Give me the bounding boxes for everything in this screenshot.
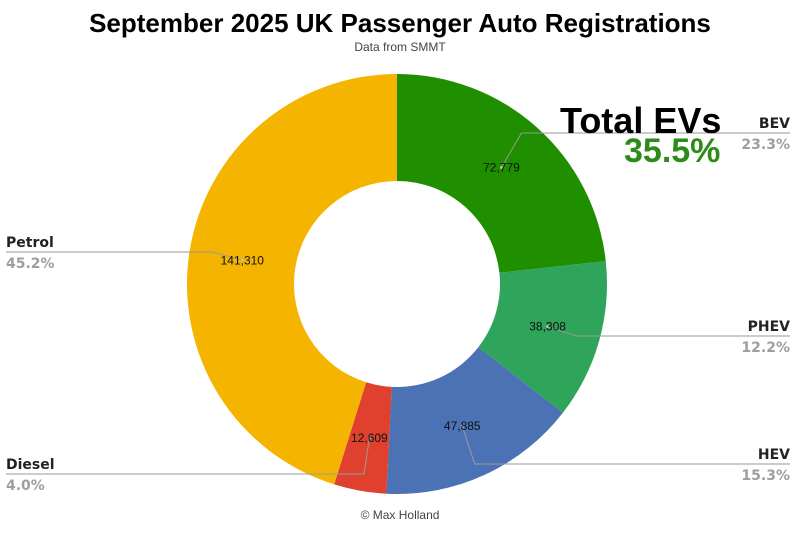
category-label-bev: BEV bbox=[759, 116, 790, 132]
leader-lines bbox=[6, 132, 790, 475]
leader-dot-hev bbox=[460, 424, 464, 428]
category-label-diesel: Diesel bbox=[6, 457, 55, 473]
value-label-petrol: 141,310 bbox=[221, 253, 265, 267]
leader-dot-petrol bbox=[240, 258, 244, 262]
percent-label-phev: 12.2% bbox=[741, 340, 790, 356]
percent-label-bev: 23.3% bbox=[741, 137, 790, 153]
value-label-hev: 47,885 bbox=[444, 419, 481, 433]
category-label-hev: HEV bbox=[758, 447, 790, 463]
total-evs-callout-value: 35.5% bbox=[624, 132, 721, 170]
leader-dot-phev bbox=[546, 325, 550, 329]
slice-phev bbox=[478, 261, 608, 413]
slice-diesel bbox=[334, 382, 392, 494]
leader-line-phev bbox=[547, 326, 790, 337]
category-label-petrol: Petrol bbox=[6, 235, 54, 251]
slice-hev bbox=[386, 347, 563, 495]
leader-line-diesel bbox=[6, 437, 370, 475]
leader-line-hev bbox=[461, 426, 790, 465]
chart-subtitle: Data from SMMT bbox=[354, 40, 446, 54]
slice-petrol bbox=[186, 74, 397, 485]
percent-label-hev: 15.3% bbox=[741, 468, 790, 484]
total-evs-callout-title: Total EVs bbox=[560, 100, 722, 141]
value-label-diesel: 12,609 bbox=[351, 431, 388, 445]
category-label-phev: PHEV bbox=[748, 319, 791, 335]
donut-slices bbox=[186, 74, 608, 495]
leader-dot-diesel bbox=[367, 436, 371, 440]
credit-text: © Max Holland bbox=[360, 508, 440, 522]
chart-labels: 72,779 BEV 23.3% 38,308 PHEV 12.2% 47,885 HEV 15… bbox=[6, 116, 790, 494]
leader-line-petrol bbox=[6, 251, 243, 261]
value-label-bev: 72,779 bbox=[483, 160, 520, 174]
leader-dot-bev bbox=[499, 165, 503, 169]
chart-title: September 2025 UK Passenger Auto Registr… bbox=[89, 8, 711, 38]
percent-label-petrol: 45.2% bbox=[6, 256, 55, 272]
slice-bev bbox=[397, 74, 606, 273]
percent-label-diesel: 4.0% bbox=[6, 478, 45, 494]
leader-line-bev bbox=[501, 132, 790, 168]
value-label-phev: 38,308 bbox=[529, 320, 566, 334]
